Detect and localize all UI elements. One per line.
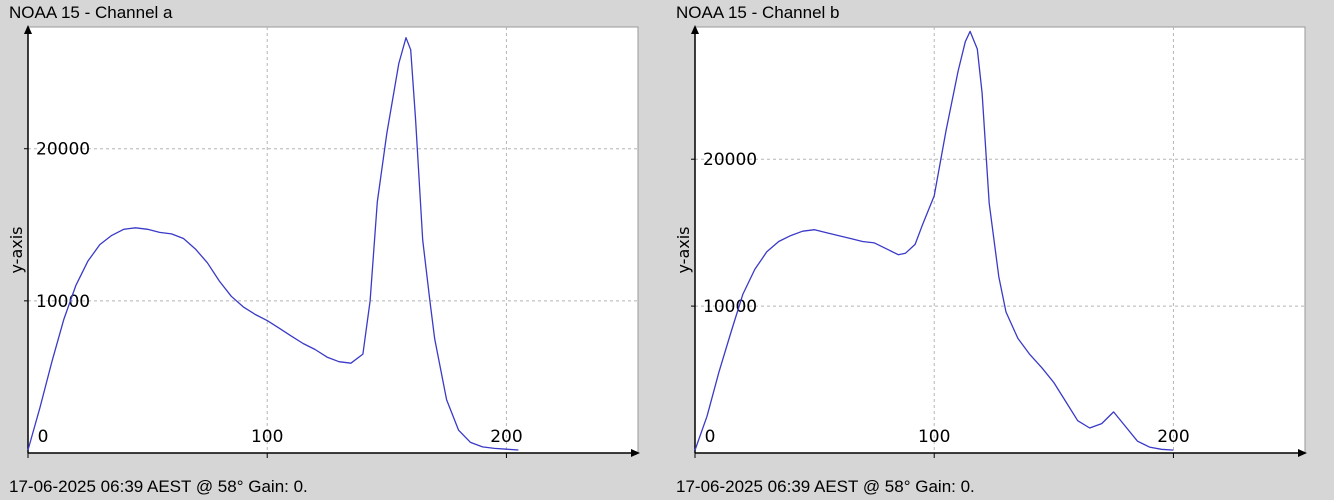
chart-plot-channel-a: 0 100 200 10000 20000 y-axis [7,25,640,458]
chart-footer-status: 17-06-2025 06:39 AEST @ 58° Gain: 0. [9,477,308,496]
chart-plot-channel-b: 0 100 200 10000 20000 y-axis [674,25,1307,458]
x-axis-arrow [631,449,640,457]
plot-area [694,26,1306,454]
y-tick-label: 20000 [703,150,757,170]
chart-panel-channel-b: 0 100 200 10000 20000 y-axis NOAA 15 - Channe… [667,0,1334,500]
y-axis-arrow [24,25,32,34]
chart-footer-status: 17-06-2025 06:39 AEST @ 58° Gain: 0. [676,477,975,496]
chart-panel-channel-a: 0 100 200 10000 20000 y-axis NOAA 15 - Channe… [7,3,640,496]
x-tick-label: 100 [251,427,283,447]
y-axis-label: y-axis [7,226,26,273]
y-tick-label: 10000 [36,292,90,312]
x-tick-label: 0 [38,427,49,447]
y-tick-label: 10000 [703,297,757,317]
x-tick-label: 200 [1157,427,1189,447]
x-tick-label: 200 [490,427,522,447]
y-axis-label: y-axis [674,226,693,273]
x-tick-label: 0 [705,427,716,447]
x-axis-arrow [1298,449,1307,457]
chart-title: NOAA 15 - Channel b [676,3,840,22]
y-axis-arrow [691,25,699,34]
series-line [27,37,519,451]
x-tick-label: 100 [918,427,950,447]
y-tick-label: 20000 [36,140,90,160]
plot-area [27,26,639,454]
chart-title: NOAA 15 - Channel a [9,3,173,22]
series-line [694,30,1174,451]
